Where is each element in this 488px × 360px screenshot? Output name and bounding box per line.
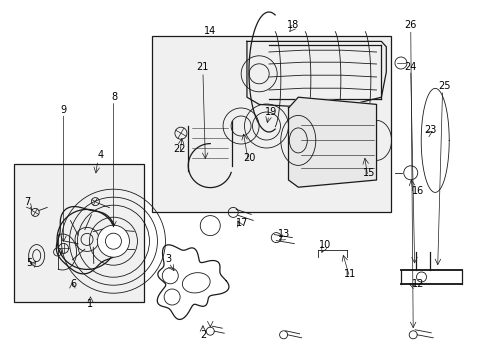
- Text: 3: 3: [165, 254, 171, 264]
- Text: 11: 11: [343, 269, 355, 279]
- Text: 25: 25: [438, 81, 450, 91]
- Text: 21: 21: [196, 62, 209, 72]
- Text: 7: 7: [24, 197, 30, 207]
- Text: 20: 20: [243, 153, 255, 163]
- Text: 13: 13: [277, 229, 289, 239]
- Polygon shape: [288, 97, 376, 187]
- Text: 16: 16: [411, 186, 424, 196]
- Text: 19: 19: [264, 107, 277, 117]
- Text: 9: 9: [61, 105, 66, 115]
- Text: 18: 18: [286, 20, 299, 30]
- Text: 8: 8: [112, 92, 118, 102]
- Text: 6: 6: [70, 279, 76, 289]
- Text: 17: 17: [235, 218, 248, 228]
- Bar: [151, 36, 390, 212]
- Text: 22: 22: [173, 144, 186, 154]
- Text: 10: 10: [318, 240, 331, 250]
- Text: 12: 12: [411, 279, 424, 289]
- Text: 24: 24: [404, 62, 416, 72]
- Text: 14: 14: [203, 26, 216, 36]
- Text: 1: 1: [87, 299, 93, 309]
- Bar: [14, 164, 144, 302]
- Text: 26: 26: [404, 20, 416, 30]
- Text: 15: 15: [362, 168, 375, 178]
- Text: 5: 5: [26, 258, 32, 268]
- Text: 2: 2: [200, 330, 205, 340]
- Text: 4: 4: [97, 150, 103, 160]
- Circle shape: [97, 225, 129, 257]
- Text: 23: 23: [423, 125, 436, 135]
